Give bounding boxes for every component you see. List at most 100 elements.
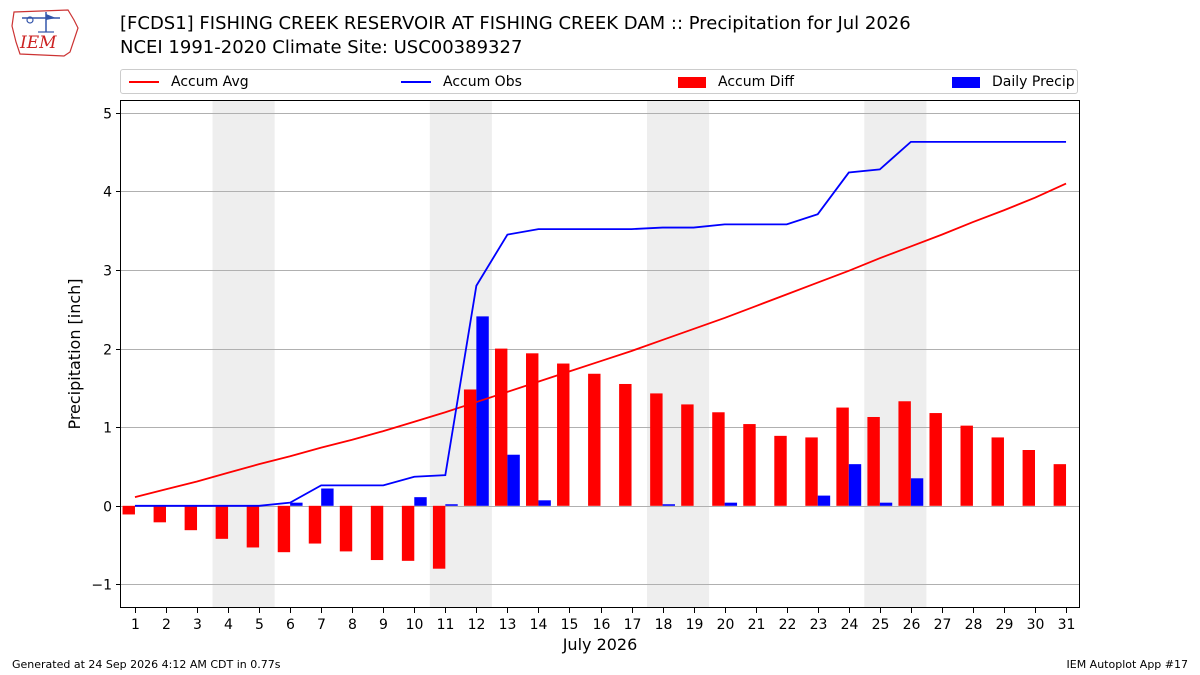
logo-text: IEM: [20, 33, 57, 53]
daily-precip-bar: [414, 497, 427, 506]
legend-swatch-daily-precip: [952, 76, 980, 88]
y-tick-label: 1: [103, 421, 112, 437]
accum-diff-bar: [370, 505, 384, 561]
iem-logo-icon: [11, 9, 79, 57]
accum-diff-bar: [1053, 464, 1067, 506]
y-tick-label: 3: [103, 264, 112, 280]
accum-diff-bar: [1022, 450, 1035, 506]
x-tick-label: 22: [779, 617, 797, 633]
accum-diff-bar: [867, 416, 880, 506]
legend-label: Accum Avg: [171, 74, 249, 90]
accum-avg-line: [134, 182, 1067, 499]
daily-precip-bar: [817, 495, 831, 506]
y-tick-label: −1: [91, 578, 112, 594]
y-tick-label: 4: [103, 185, 112, 201]
accum-diff-bar: [650, 393, 663, 506]
legend-swatch-accum-obs: [401, 81, 431, 83]
accum-diff-bar: [774, 435, 787, 506]
accum-diff-bar: [277, 505, 291, 553]
daily-precip-bar: [910, 478, 924, 506]
series-lines: [134, 140, 1067, 507]
x-tick-label: 11: [437, 617, 455, 633]
x-tick-label: 7: [317, 617, 326, 633]
daily-precip-bar: [662, 504, 675, 506]
daily-precip-bar: [290, 502, 303, 506]
accum-obs-line: [134, 140, 1067, 507]
x-tick-label: 8: [348, 617, 357, 633]
daily-precip-bar: [476, 316, 489, 506]
accum-diff-bar: [184, 505, 198, 531]
accum-diff-bar: [929, 413, 942, 506]
accum-diff-bar: [432, 505, 446, 569]
legend-item-accum-diff: Accum Diff: [678, 73, 794, 91]
x-tick-label: 29: [996, 617, 1014, 633]
accum-diff-bar: [619, 383, 632, 506]
x-tick-label: 17: [624, 617, 642, 633]
x-tick-label: 16: [593, 617, 611, 633]
x-tick-label: 10: [406, 617, 424, 633]
accum-diff-bar: [339, 505, 353, 552]
x-tick-label: 31: [1058, 617, 1076, 633]
accum-diff-bar: [526, 353, 539, 506]
x-tick-label: 27: [934, 617, 952, 633]
x-tick-label: 24: [841, 617, 859, 633]
accum-diff-bar: [122, 505, 135, 515]
weekend-shade-band: [864, 101, 927, 608]
footer-app-text: IEM Autoplot App #17: [1066, 658, 1189, 671]
footer-generated-text: Generated at 24 Sep 2026 4:12 AM CDT in …: [12, 658, 281, 671]
x-tick-label: 14: [530, 617, 548, 633]
x-tick-label: 28: [965, 617, 983, 633]
legend-label: Accum Diff: [718, 74, 795, 90]
x-tick-label: 19: [686, 617, 704, 633]
x-axis-label: July 2026: [562, 635, 638, 654]
x-tick-label: 20: [717, 617, 735, 633]
x-tick-label: 2: [162, 617, 171, 633]
chart-title: [FCDS1] FISHING CREEK RESERVOIR AT FISHI…: [120, 13, 911, 34]
bars: [122, 316, 1067, 569]
accum-diff-bar: [153, 505, 167, 523]
legend-label: Accum Obs: [443, 74, 522, 90]
legend-swatch-accum-diff: [678, 76, 706, 88]
accum-diff-bar: [898, 401, 911, 506]
accum-diff-bar: [712, 412, 725, 506]
x-tick-label: 15: [561, 617, 579, 633]
x-tick-label: 25: [872, 617, 890, 633]
daily-precip-bar: [879, 502, 893, 506]
iem-logo: IEM: [8, 6, 82, 58]
plot-frame: [120, 100, 1080, 608]
accum-diff-bar: [308, 505, 322, 544]
accum-diff-bar: [401, 505, 415, 561]
daily-precip-bar: [848, 464, 862, 506]
x-tick-label: 23: [810, 617, 828, 633]
y-tick-label: 5: [103, 107, 112, 123]
accum-diff-bar: [991, 437, 1004, 506]
accum-diff-bar: [463, 389, 477, 506]
legend-item-daily-precip: Daily Precip: [952, 73, 1075, 91]
accum-diff-bar: [588, 373, 601, 506]
chart-subtitle: NCEI 1991-2020 Climate Site: USC00389327: [120, 37, 523, 58]
x-tick-label: 26: [903, 617, 921, 633]
legend-item-accum-avg: Accum Avg: [129, 73, 249, 91]
x-tick-label: 4: [224, 617, 233, 633]
daily-precip-bar: [321, 488, 334, 506]
daily-precip-bar: [507, 454, 520, 506]
accum-diff-bar: [494, 348, 508, 506]
accum-diff-bar: [743, 424, 756, 506]
daily-precip-bar: [445, 504, 458, 506]
x-tick-label: 6: [286, 617, 295, 633]
x-tick-label: 3: [193, 617, 202, 633]
legend-label: Daily Precip: [992, 74, 1075, 90]
daily-precip-bar: [724, 502, 738, 506]
weekend-shade-band: [647, 101, 710, 608]
x-tick-label: 1: [131, 617, 140, 633]
x-tick-label: 12: [468, 617, 486, 633]
accum-diff-bar: [681, 404, 694, 506]
x-tick-label: 5: [255, 617, 264, 633]
accum-diff-bar: [557, 363, 570, 506]
accum-diff-bar: [836, 407, 849, 506]
accum-diff-bar: [805, 437, 818, 506]
y-tick-label: 0: [103, 500, 112, 516]
x-tick-label: 13: [499, 617, 517, 633]
